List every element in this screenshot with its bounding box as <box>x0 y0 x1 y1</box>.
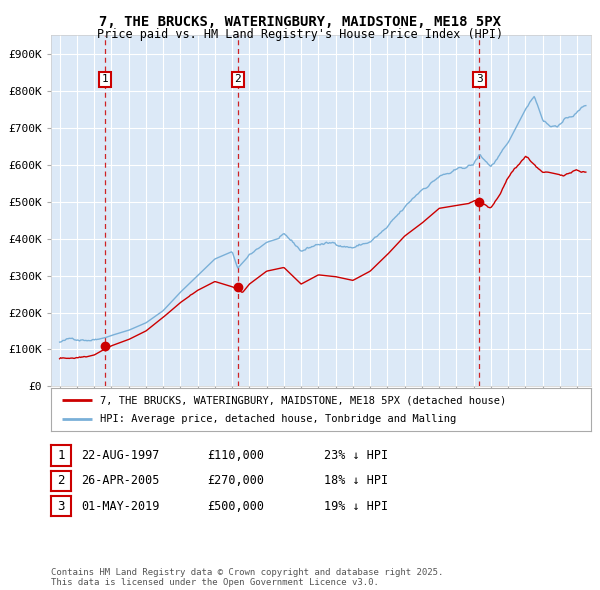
Text: 19% ↓ HPI: 19% ↓ HPI <box>324 500 388 513</box>
Text: £270,000: £270,000 <box>207 474 264 487</box>
Text: 18% ↓ HPI: 18% ↓ HPI <box>324 474 388 487</box>
Text: HPI: Average price, detached house, Tonbridge and Malling: HPI: Average price, detached house, Tonb… <box>100 414 456 424</box>
Text: 1: 1 <box>102 74 109 84</box>
Text: Price paid vs. HM Land Registry's House Price Index (HPI): Price paid vs. HM Land Registry's House … <box>97 28 503 41</box>
Text: 2: 2 <box>234 74 241 84</box>
Text: 2: 2 <box>57 474 65 487</box>
Text: 01-MAY-2019: 01-MAY-2019 <box>81 500 160 513</box>
Text: 7, THE BRUCKS, WATERINGBURY, MAIDSTONE, ME18 5PX (detached house): 7, THE BRUCKS, WATERINGBURY, MAIDSTONE, … <box>100 395 506 405</box>
Text: 23% ↓ HPI: 23% ↓ HPI <box>324 449 388 462</box>
Text: £500,000: £500,000 <box>207 500 264 513</box>
Text: 1: 1 <box>57 449 65 462</box>
Text: £110,000: £110,000 <box>207 449 264 462</box>
Text: 3: 3 <box>57 500 65 513</box>
Text: 7, THE BRUCKS, WATERINGBURY, MAIDSTONE, ME18 5PX: 7, THE BRUCKS, WATERINGBURY, MAIDSTONE, … <box>99 15 501 30</box>
Text: 3: 3 <box>476 74 483 84</box>
Text: Contains HM Land Registry data © Crown copyright and database right 2025.
This d: Contains HM Land Registry data © Crown c… <box>51 568 443 587</box>
Text: 26-APR-2005: 26-APR-2005 <box>81 474 160 487</box>
Text: 22-AUG-1997: 22-AUG-1997 <box>81 449 160 462</box>
